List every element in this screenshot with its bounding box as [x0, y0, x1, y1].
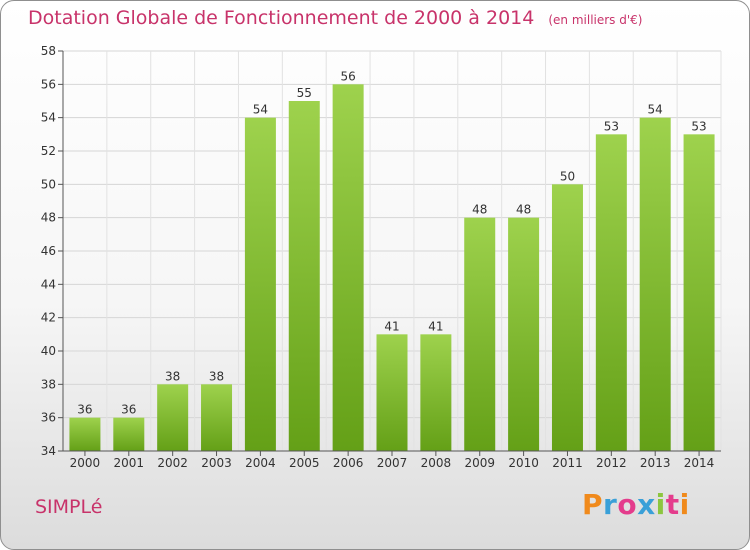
bar-value-label: 38: [209, 369, 224, 383]
bar: [595, 134, 627, 452]
x-tick-label: 2005: [289, 456, 320, 470]
bar-value-label: 54: [648, 103, 663, 117]
bar-value-label: 48: [516, 203, 531, 217]
x-tick-label: 2014: [684, 456, 715, 470]
y-tick-label: 44: [41, 277, 56, 291]
bar-value-label: 53: [691, 119, 706, 133]
x-tick-label: 2004: [245, 456, 276, 470]
bar: [639, 117, 671, 452]
y-tick-label: 38: [41, 377, 56, 391]
y-tick-label: 34: [41, 444, 56, 458]
brand-letter: o: [617, 488, 638, 521]
chart-title-text: Dotation Globale de Fonctionnement de 20…: [28, 7, 535, 29]
brand-letter: i: [679, 488, 690, 521]
bar-value-label: 56: [340, 69, 355, 83]
bar-value-label: 48: [472, 203, 487, 217]
bar-value-label: 38: [165, 369, 180, 383]
bar-value-label: 36: [77, 403, 92, 417]
brand-letter: r: [603, 488, 618, 521]
y-tick-label: 56: [41, 77, 56, 91]
bar: [551, 184, 583, 452]
y-tick-label: 52: [41, 144, 56, 158]
bar-value-label: 36: [121, 403, 136, 417]
x-tick-label: 2012: [596, 456, 627, 470]
chart-subtitle: (en milliers d'€): [548, 13, 643, 27]
x-tick-label: 2008: [421, 456, 452, 470]
bar-value-label: 55: [297, 86, 312, 100]
brand-letter: x: [637, 488, 656, 521]
bar: [420, 334, 452, 451]
bar-value-label: 53: [604, 119, 619, 133]
y-tick-label: 54: [41, 111, 56, 125]
x-tick-label: 2007: [377, 456, 408, 470]
bar: [288, 101, 320, 451]
bar: [113, 417, 145, 451]
y-tick-label: 48: [41, 211, 56, 225]
chart-title: Dotation Globale de Fonctionnement de 20…: [28, 7, 642, 29]
bar: [376, 334, 408, 451]
commune-name: SIMPLé: [35, 496, 103, 518]
x-tick-label: 2000: [70, 456, 101, 470]
y-tick-label: 58: [41, 44, 56, 58]
x-tick-label: 2003: [201, 456, 232, 470]
brand-letter: t: [665, 488, 680, 521]
bar: [157, 384, 189, 451]
bar-value-label: 41: [428, 319, 443, 333]
bar: [244, 117, 276, 452]
y-tick-label: 42: [41, 311, 56, 325]
y-tick-label: 46: [41, 244, 56, 258]
x-tick-label: 2010: [508, 456, 539, 470]
bar: [464, 217, 496, 451]
y-tick-label: 40: [41, 344, 56, 358]
brand-letter: i: [655, 488, 666, 521]
bar: [201, 384, 233, 451]
x-tick-label: 2006: [333, 456, 364, 470]
bar: [69, 417, 101, 451]
y-tick-label: 50: [41, 177, 56, 191]
x-tick-label: 2009: [464, 456, 495, 470]
y-tick-label: 36: [41, 411, 56, 425]
bar-value-label: 50: [560, 169, 575, 183]
bar: [332, 84, 364, 451]
bar-value-label: 41: [384, 319, 399, 333]
bar: [508, 217, 540, 451]
x-tick-label: 2011: [552, 456, 583, 470]
proxiti-logo[interactable]: Proxiti: [582, 488, 690, 521]
brand-letter: P: [582, 488, 604, 521]
x-tick-label: 2013: [640, 456, 671, 470]
bar: [683, 134, 715, 452]
x-tick-label: 2002: [157, 456, 188, 470]
bar-value-label: 54: [253, 103, 268, 117]
x-tick-label: 2001: [114, 456, 145, 470]
